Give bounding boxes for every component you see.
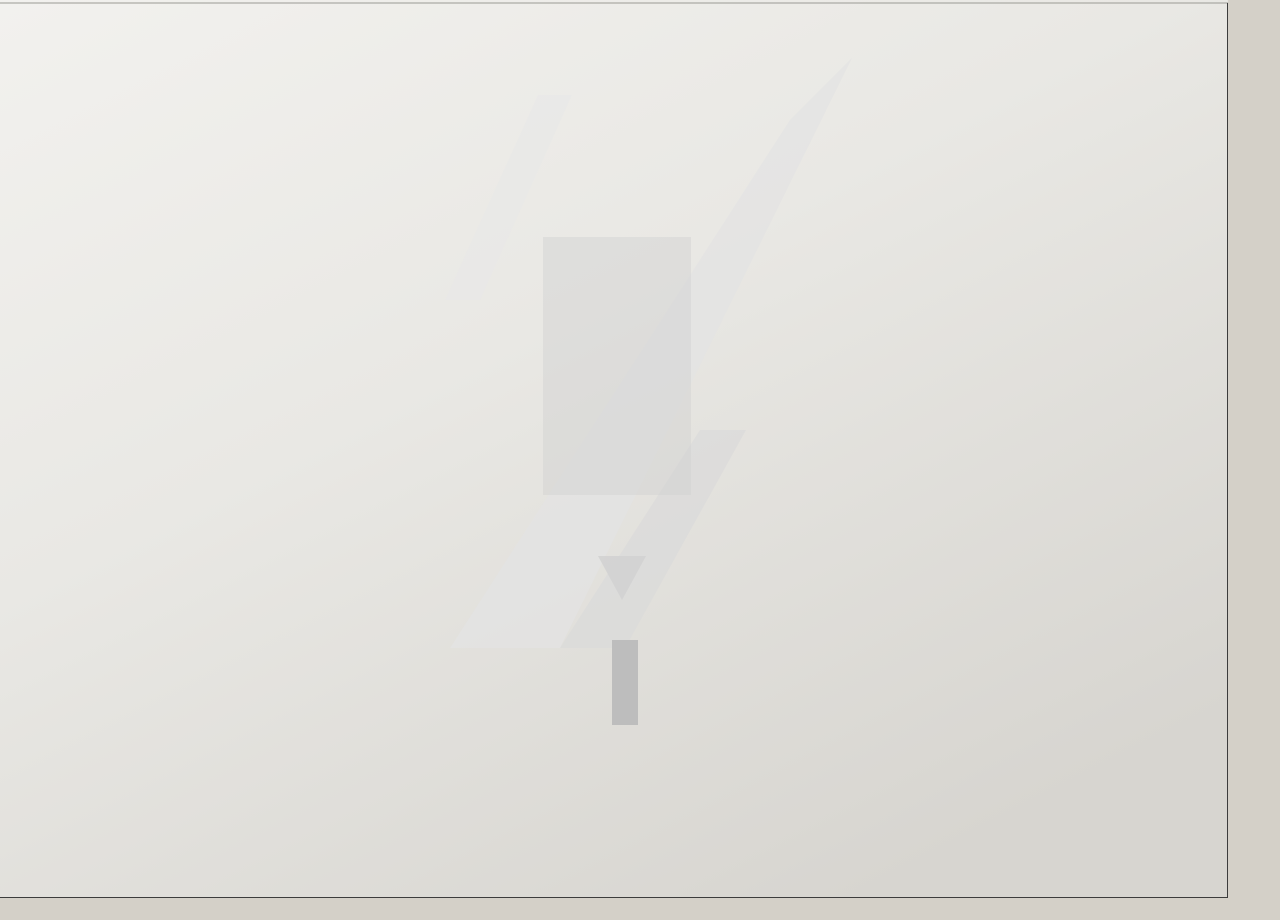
brand-logo-watermark (445, 58, 852, 648)
watermark-bar (612, 640, 638, 725)
watermark (612, 640, 638, 725)
axes (0, 2, 1228, 898)
